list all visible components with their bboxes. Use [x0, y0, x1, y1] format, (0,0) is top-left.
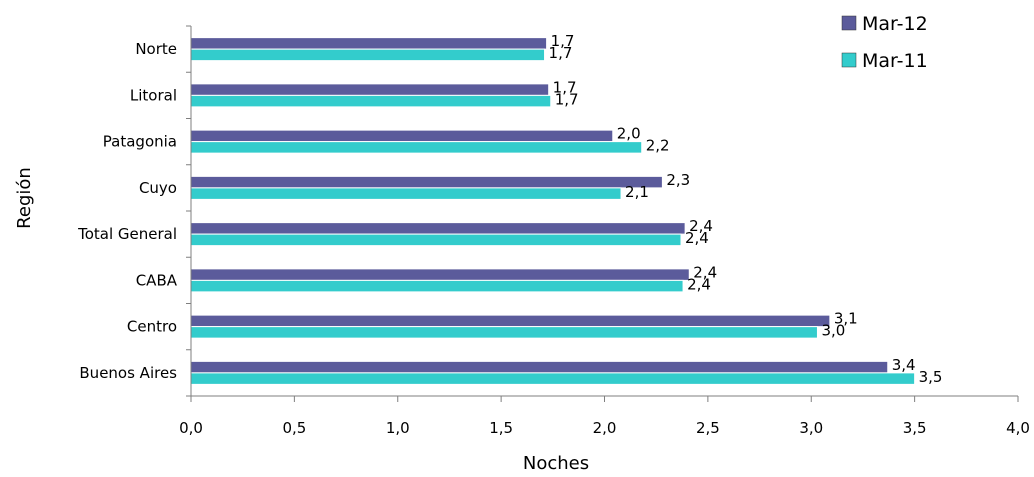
y-tick-label-total-general: Total General: [77, 225, 177, 243]
x-tick-label-8: 4,0: [1006, 419, 1030, 437]
y-tick-label-patagonia: Patagonia: [103, 133, 177, 151]
bar-mar-12-caba: [190, 268, 690, 281]
x-tick-label-6: 3,0: [799, 419, 823, 437]
legend: Mar-12 Mar-11: [841, 13, 928, 72]
y-axis-title: Región: [14, 167, 35, 229]
data-label-mar-11-total-general: 2,4: [685, 229, 709, 247]
y-tick-label-caba: CABA: [136, 271, 178, 289]
x-tick-label-0: 0,0: [179, 419, 203, 437]
bar-mar-11-patagonia: [190, 141, 643, 154]
y-tick-label-buenos-aires: Buenos Aires: [79, 364, 177, 382]
y-tick-label-litoral: Litoral: [130, 86, 177, 104]
data-label-mar-12-patagonia: 2,0: [617, 125, 641, 143]
data-label-mar-12-cuyo: 2,3: [666, 171, 690, 189]
bar-mar-12-centro: [190, 314, 831, 328]
data-label-mar-12-centro: 3,1: [834, 310, 858, 328]
bar-mar-12-total-general: [190, 222, 686, 235]
data-label-mar-11-patagonia: 2,2: [646, 137, 670, 155]
legend-swatch-mar-11: [841, 52, 857, 68]
bar-mar-11-cuyo: [190, 187, 622, 200]
x-axis-title: Noches: [523, 453, 589, 474]
data-label-mar-12-buenos-aires: 3,4: [892, 356, 916, 374]
data-label-mar-12-total-general: 2,4: [689, 217, 713, 235]
legend-label-mar-12: Mar-12: [862, 13, 928, 35]
x-tick-label-2: 1,0: [386, 419, 410, 437]
ticks-layer: Norte Litoral Patagonia Cuyo Total General CA…: [77, 25, 1030, 437]
bar-mar-12-patagonia: [190, 129, 614, 143]
bar-mar-11-total-general: [190, 233, 682, 247]
bar-mar-11-caba: [190, 279, 684, 293]
data-label-mar-12-litoral: 1,7: [553, 78, 577, 96]
legend-swatch-mar-12: [841, 15, 857, 31]
bars-layer: [190, 37, 916, 385]
x-tick-label-4: 2,0: [593, 419, 617, 437]
data-label-mar-12-caba: 2,4: [693, 263, 717, 281]
bar-mar-11-norte: [190, 48, 546, 62]
data-label-mar-11-buenos-aires: 3,5: [919, 368, 943, 386]
axes-layer: [190, 26, 1018, 397]
data-label-mar-12-norte: 1,7: [551, 32, 575, 50]
y-tick-label-cuyo: Cuyo: [139, 179, 177, 197]
x-tick-label-3: 1,5: [489, 419, 513, 437]
legend-label-mar-11: Mar-11: [862, 50, 928, 72]
data-label-mar-11-norte: 1,7: [549, 44, 573, 62]
y-tick-label-centro: Centro: [127, 318, 177, 336]
data-label-mar-11-caba: 2,4: [687, 275, 711, 293]
bar-mar-12-buenos-aires: [190, 360, 889, 374]
data-label-mar-11-cuyo: 2,1: [625, 183, 649, 201]
data-label-mar-11-centro: 3,0: [821, 322, 845, 340]
x-tick-label-7: 3,5: [903, 419, 927, 437]
bar-mar-12-norte: [190, 37, 548, 50]
data-labels-layer: 1,71,71,71,72,02,22,32,12,42,42,42,43,13…: [549, 32, 943, 386]
bar-mar-12-litoral: [190, 83, 550, 96]
x-tick-label-5: 2,5: [696, 419, 720, 437]
y-tick-label-norte: Norte: [135, 40, 177, 58]
data-label-mar-11-litoral: 1,7: [555, 90, 579, 108]
bar-mar-11-buenos-aires: [190, 372, 916, 385]
bar-mar-12-cuyo: [190, 175, 663, 189]
bar-mar-11-litoral: [190, 94, 552, 108]
x-tick-label-1: 0,5: [282, 419, 306, 437]
bar-mar-11-centro: [190, 326, 818, 339]
